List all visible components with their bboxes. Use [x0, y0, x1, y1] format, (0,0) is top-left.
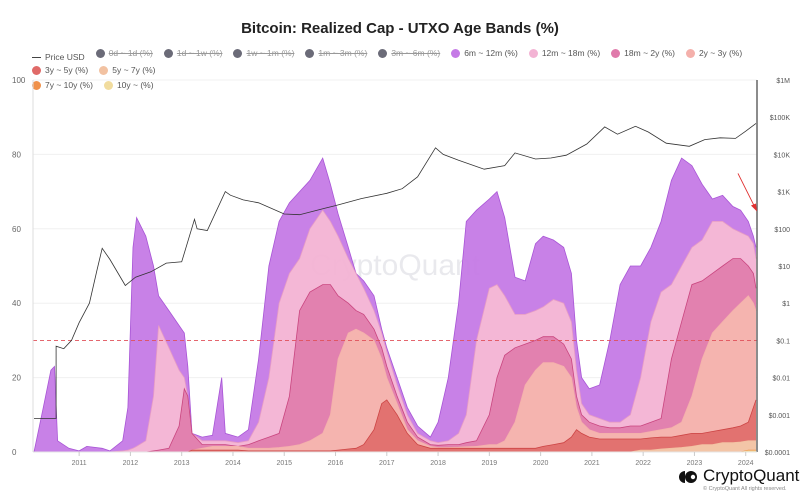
legend-item[interactable]: 0d ~ 1d (%) — [95, 47, 153, 60]
legend-dot-marker-icon — [32, 66, 41, 75]
y-tick-label: 60 — [12, 225, 21, 234]
legend-label: 3y ~ 5y (%) — [45, 65, 89, 75]
y2-tick-label: $0.001 — [769, 413, 791, 420]
area-6m-12m — [34, 158, 756, 452]
price-line-layer — [34, 123, 757, 419]
y2-tick-label: $0.1 — [776, 338, 790, 345]
area-edge-line — [34, 209, 757, 453]
area-3y-5y — [34, 399, 756, 452]
brand-name: CryptoQuant — [703, 466, 800, 485]
legend: Price USD 0d ~ 1d (%) 1d ~ 1w (%) 1w ~ 1m (… — [32, 47, 792, 94]
price-usd-line — [34, 123, 757, 419]
area-edge-line — [33, 157, 757, 453]
chart-title: Bitcoin: Realized Cap - UTXO Age Bands (… — [241, 20, 559, 37]
x-tick-label: 2019 — [482, 460, 498, 467]
legend-dot-marker-icon — [103, 81, 113, 90]
area-2y-3y — [34, 295, 756, 452]
legend-dot-marker-icon — [685, 49, 695, 58]
annotation-arrow-line — [737, 173, 756, 208]
y2-tick-label: $1M — [776, 78, 790, 85]
x-tick-label: 2018 — [430, 460, 446, 467]
legend-dot-marker-icon — [611, 49, 621, 58]
legend-dot-marker-icon — [163, 49, 173, 58]
legend-label: 2y ~ 3y (%) — [698, 48, 743, 58]
y2-tick-label: $100 — [774, 227, 790, 234]
x-tick-label: 2012 — [123, 460, 139, 467]
legend-dot-marker-icon — [233, 49, 243, 58]
legend-item[interactable]: Price USD — [32, 51, 85, 64]
legend-label: 1m ~ 3m (%) — [318, 48, 368, 58]
x-tick-label: 2017 — [379, 460, 395, 467]
legend-item[interactable]: 2y ~ 3y (%) — [685, 47, 743, 60]
legend-item[interactable]: 5y ~ 7y (%) — [99, 64, 155, 77]
axes: 0 20 40 60 80 100 2011 2012 2013 2014 2015 2016 2017… — [12, 76, 790, 467]
y2-tick-label: $0.0001 — [765, 450, 790, 457]
stacked-areas — [33, 157, 757, 453]
legend-dot-marker-icon — [32, 81, 41, 90]
copyright: © CryptoQuant All rights reserved. — [703, 486, 787, 492]
y2-tick-label: $0.01 — [772, 376, 790, 383]
legend-item[interactable]: 18m ~ 2y (%) — [611, 47, 675, 60]
y2-tick-label: $10 — [778, 264, 790, 271]
x-tick-label: 2024 — [738, 460, 754, 467]
legend-label: 3m ~ 6m (%) — [391, 48, 441, 58]
legend-label: 0d ~ 1d (%) — [108, 48, 153, 58]
legend-label: 10y ~ (%) — [116, 80, 154, 90]
y-tick-label: 20 — [12, 374, 21, 383]
cryptoquant-logo-icon — [678, 469, 698, 483]
annotation-arrow-layer — [737, 173, 757, 212]
legend-label: 6m ~ 12m (%) — [464, 48, 518, 58]
legend-label: 7y ~ 10y (%) — [45, 80, 93, 90]
legend-label: 1d ~ 1w (%) — [176, 48, 223, 58]
x-tick-label: 2014 — [225, 460, 241, 467]
legend-dot-marker-icon — [95, 49, 105, 58]
legend-line-marker-icon — [32, 57, 41, 58]
y-tick-label: 0 — [12, 448, 17, 457]
x-tick-label: 2023 — [687, 460, 703, 467]
legend-label: 1w ~ 1m (%) — [246, 48, 295, 58]
legend-item[interactable]: 3m ~ 6m (%) — [378, 47, 440, 60]
legend-label: 5y ~ 7y (%) — [112, 65, 156, 75]
legend-dot-marker-icon — [451, 49, 461, 58]
y2-tick-label: $1K — [778, 190, 791, 197]
legend-item[interactable]: 3y ~ 5y (%) — [32, 64, 88, 77]
x-tick-label: 2015 — [276, 460, 292, 467]
legend-item[interactable]: 1w ~ 1m (%) — [233, 47, 294, 60]
y-tick-label: 40 — [12, 299, 21, 308]
x-tick-label: 2020 — [533, 460, 549, 467]
y2-tick-label: $100K — [770, 115, 791, 122]
legend-item[interactable]: 1d ~ 1w (%) — [163, 47, 223, 60]
y2-tick-label: $10K — [774, 152, 791, 159]
legend-dot-marker-icon — [99, 66, 109, 75]
legend-item[interactable]: 7y ~ 10y (%) — [32, 79, 93, 92]
y2-tick-label: $1 — [782, 301, 790, 308]
y-tick-label: 100 — [12, 76, 26, 85]
legend-label: Price USD — [45, 52, 85, 62]
legend-label: 12m ~ 18m (%) — [541, 48, 601, 58]
legend-item[interactable]: 10y ~ (%) — [103, 79, 154, 92]
legend-item[interactable]: 12m ~ 18m (%) — [528, 47, 601, 60]
legend-dot-marker-icon — [528, 49, 538, 58]
x-tick-label: 2021 — [584, 460, 600, 467]
legend-dot-marker-icon — [305, 49, 315, 58]
legend-label: 18m ~ 2y (%) — [624, 48, 675, 58]
x-tick-label: 2013 — [174, 460, 190, 467]
legend-item[interactable]: 1m ~ 3m (%) — [305, 47, 367, 60]
area-5y-7y — [34, 440, 756, 452]
y-tick-label: 80 — [12, 150, 21, 159]
x-tick-label: 2016 — [328, 460, 344, 467]
x-tick-label: 2022 — [635, 460, 651, 467]
brand-logo: CryptoQuant — [678, 466, 799, 486]
x-tick-label: 2011 — [72, 460, 87, 467]
annotation-arrowhead-icon — [750, 203, 757, 212]
legend-item[interactable]: 6m ~ 12m (%) — [451, 47, 518, 60]
legend-dot-marker-icon — [378, 49, 388, 58]
